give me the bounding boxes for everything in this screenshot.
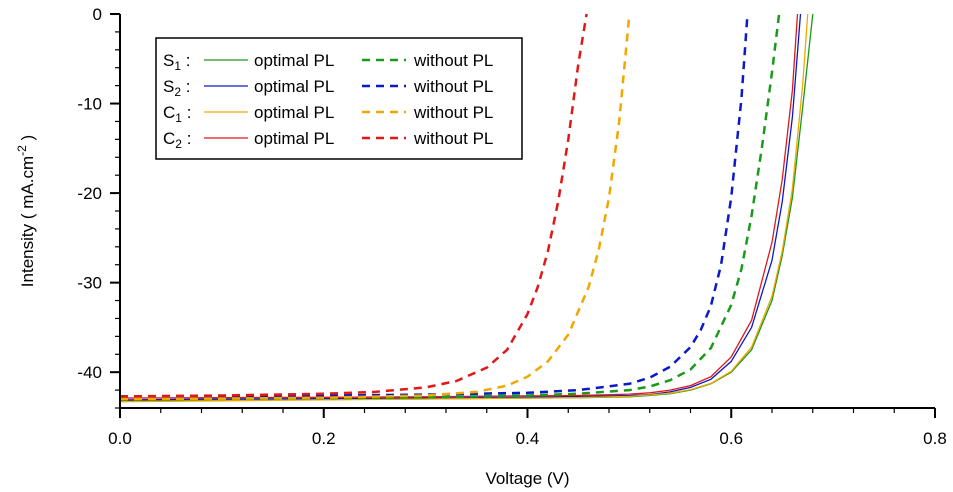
legend: S1 : optimal PL without PL S2 : optimal PL wi… xyxy=(155,37,523,160)
legend-sample-label: C1 : xyxy=(163,103,191,125)
ticks-layer: 0.0 0.2 0.4 0.6 0.8 0 -10 -20 -30 -40 xyxy=(77,5,946,448)
legend-solid-label: optimal PL xyxy=(254,77,334,96)
legend-sample-label: C2 : xyxy=(163,129,191,151)
y-axis-title-superscript: -2 xyxy=(15,145,29,156)
legend-dashed-label: without PL xyxy=(413,129,493,148)
y-axis-title-main: Intensity ( mA.cm xyxy=(18,156,37,287)
series-line xyxy=(119,13,588,398)
y-axis-title: Intensity ( mA.cm-2 ) xyxy=(15,135,37,287)
x-tick-label: 0.2 xyxy=(312,429,336,448)
y-tick-label: -40 xyxy=(77,363,102,382)
x-tick-label: 0.0 xyxy=(108,429,132,448)
y-tick-label: -20 xyxy=(77,184,102,203)
legend-sample-label: S2 : xyxy=(163,77,190,99)
legend-sample-label: S1 : xyxy=(163,51,190,73)
x-tick-label: 0.4 xyxy=(516,429,540,448)
x-tick-label: 0.8 xyxy=(923,429,947,448)
y-axis-title-tail: ) xyxy=(18,135,37,145)
legend-box xyxy=(155,37,523,160)
legend-dashed-label: without PL xyxy=(413,103,493,122)
curves-layer xyxy=(119,13,814,403)
legend-dashed-label: without PL xyxy=(413,77,493,96)
legend-solid-label: optimal PL xyxy=(254,129,334,148)
y-tick-label: -30 xyxy=(77,274,102,293)
y-tick-label: 0 xyxy=(93,5,102,24)
series-line xyxy=(119,13,749,398)
legend-solid-label: optimal PL xyxy=(254,103,334,122)
x-tick-label: 0.6 xyxy=(719,429,743,448)
series-line xyxy=(119,13,781,401)
legend-solid-label: optimal PL xyxy=(254,51,334,70)
series-line xyxy=(119,13,631,401)
series-line xyxy=(119,13,809,403)
legend-dashed-label: without PL xyxy=(413,51,493,70)
y-tick-label: -10 xyxy=(77,95,102,114)
x-axis-title: Voltage (V) xyxy=(485,469,569,488)
